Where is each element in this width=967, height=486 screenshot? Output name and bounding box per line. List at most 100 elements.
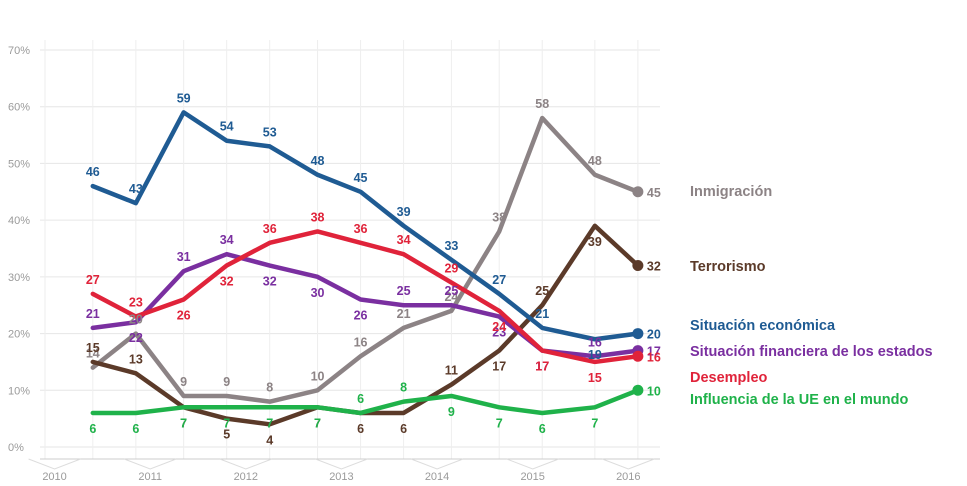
x-tick-marker bbox=[219, 458, 272, 470]
data-label: 29 bbox=[444, 262, 458, 276]
data-label: 7 bbox=[591, 416, 598, 430]
data-label: 14 bbox=[86, 347, 100, 361]
data-label: 24 bbox=[492, 320, 506, 334]
series-name: Inmigración bbox=[690, 184, 772, 200]
y-tick-label: 30% bbox=[8, 272, 30, 284]
x-tick-marker bbox=[506, 458, 559, 470]
data-label: 38 bbox=[311, 210, 325, 224]
series-end-value: 16 bbox=[647, 350, 661, 364]
data-label: 15 bbox=[588, 371, 602, 385]
x-tick-marker bbox=[124, 458, 177, 470]
series-line bbox=[90, 223, 641, 427]
series-line bbox=[90, 110, 641, 342]
chart-series-lines bbox=[90, 110, 641, 427]
data-label: 7 bbox=[266, 416, 273, 430]
data-label: 25 bbox=[535, 284, 549, 298]
data-label: 11 bbox=[445, 364, 458, 378]
data-label: 4 bbox=[266, 433, 273, 447]
series-name: Situación económica bbox=[690, 318, 836, 334]
data-label: 31 bbox=[177, 250, 191, 264]
data-label: 13 bbox=[129, 352, 143, 366]
chart-axes: 0%10%20%30%40%50%60%70%2010 2011 2012 2013 2… bbox=[8, 45, 660, 483]
x-tick-marker bbox=[315, 458, 368, 470]
y-tick-label: 20% bbox=[8, 329, 30, 341]
x-tick-label: 2013 bbox=[329, 471, 353, 483]
data-label: 26 bbox=[354, 309, 368, 323]
data-label: 39 bbox=[397, 205, 411, 219]
series-name: Situación financiera de los estados bbox=[690, 344, 933, 360]
y-tick-label: 40% bbox=[8, 215, 30, 227]
series-end-value: 20 bbox=[647, 328, 661, 342]
chart-legend: 45 Inmigración 32 Terrorismo 20 Situación eco… bbox=[647, 184, 933, 408]
data-label: 58 bbox=[535, 97, 549, 111]
y-tick-label: 10% bbox=[8, 385, 30, 397]
data-label: 8 bbox=[400, 381, 407, 395]
y-tick-label: 70% bbox=[8, 45, 30, 57]
data-label: 34 bbox=[397, 233, 411, 247]
data-label: 46 bbox=[86, 165, 100, 179]
data-label: 30 bbox=[311, 286, 325, 300]
data-label: 9 bbox=[448, 405, 455, 419]
data-label: 8 bbox=[266, 381, 273, 395]
series-end-point bbox=[632, 186, 644, 198]
y-tick-label: 50% bbox=[8, 158, 30, 170]
data-label: 27 bbox=[492, 273, 506, 287]
y-tick-label: 60% bbox=[8, 102, 30, 114]
data-label: 43 bbox=[129, 182, 143, 196]
data-label: 59 bbox=[177, 91, 191, 105]
data-label: 24 bbox=[444, 290, 458, 304]
x-tick-marker bbox=[28, 458, 81, 470]
data-label: 33 bbox=[444, 239, 458, 253]
chart-data-points bbox=[632, 186, 644, 396]
data-label: 22 bbox=[129, 331, 143, 345]
data-label: 39 bbox=[588, 235, 602, 249]
data-label: 17 bbox=[492, 360, 506, 374]
x-tick-label: 2015 bbox=[520, 471, 544, 483]
data-label: 6 bbox=[89, 422, 96, 436]
data-label: 34 bbox=[220, 233, 234, 247]
series-end-value: 17 bbox=[647, 345, 661, 359]
x-tick-label: 2011 bbox=[138, 471, 162, 483]
data-label: 17 bbox=[535, 360, 549, 374]
series-end-point bbox=[632, 350, 644, 362]
data-label: 21 bbox=[397, 307, 411, 321]
series-end-point bbox=[632, 260, 644, 272]
y-tick-label: 0% bbox=[8, 442, 24, 454]
data-label: 7 bbox=[314, 416, 321, 430]
data-label: 16 bbox=[354, 335, 368, 349]
data-label: 25 bbox=[397, 284, 411, 298]
series-end-point bbox=[632, 384, 644, 396]
data-label: 19 bbox=[588, 348, 602, 362]
data-label: 7 bbox=[496, 416, 503, 430]
data-label: 9 bbox=[223, 375, 230, 389]
data-label: 26 bbox=[177, 309, 191, 323]
data-label: 48 bbox=[311, 154, 325, 168]
series-line bbox=[90, 229, 641, 365]
data-label: 38 bbox=[492, 210, 506, 224]
data-label: 48 bbox=[588, 154, 602, 168]
series-name: Terrorismo bbox=[690, 259, 766, 275]
x-tick-label: 2010 bbox=[42, 471, 66, 483]
data-label: 21 bbox=[86, 307, 100, 321]
data-label: 16 bbox=[588, 335, 602, 349]
data-label: 23 bbox=[129, 296, 143, 310]
data-label: 6 bbox=[400, 422, 407, 436]
x-tick-label: 2014 bbox=[425, 471, 449, 483]
data-label: 32 bbox=[220, 275, 234, 289]
data-label: 7 bbox=[180, 416, 187, 430]
x-tick-label: 2012 bbox=[234, 471, 258, 483]
data-label: 20 bbox=[129, 313, 143, 327]
series-end-value: 45 bbox=[647, 186, 661, 200]
data-label: 45 bbox=[354, 171, 368, 185]
data-label: 15 bbox=[86, 341, 100, 355]
data-label: 7 bbox=[180, 416, 187, 430]
data-label: 7 bbox=[314, 416, 321, 430]
data-label: 36 bbox=[354, 222, 368, 236]
data-label: 32 bbox=[263, 275, 277, 289]
data-label: 17 bbox=[535, 360, 549, 374]
series-name: Desempleo bbox=[690, 370, 768, 386]
data-label: 6 bbox=[357, 422, 364, 436]
x-tick-marker bbox=[410, 458, 464, 470]
